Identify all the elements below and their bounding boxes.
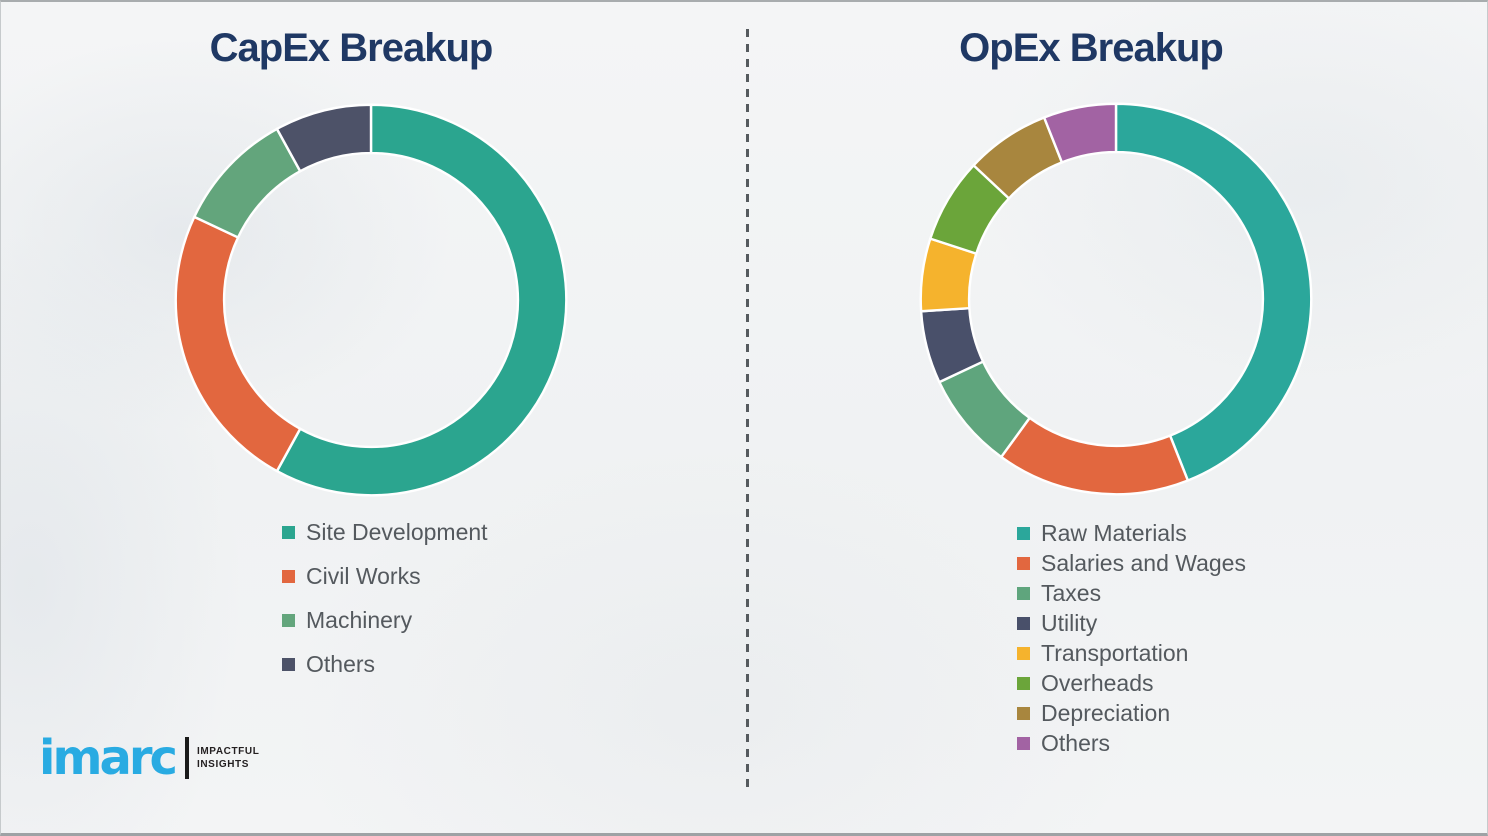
donut-segment-machinery [193,127,302,239]
legend-swatch-icon [1017,646,1030,660]
logo-divider-bar [184,737,189,779]
capex-donut-chart [174,103,568,497]
opex-legend: Raw Materials Salaries and Wages Taxes Util… [1017,518,1246,758]
legend-label: Others [1041,729,1111,756]
logo-tagline: IMPACTFUL INSIGHTS [197,745,259,772]
legend-swatch-icon [282,657,295,671]
legend-item-transportation: Transportation [1017,638,1246,668]
legend-swatch-icon [1017,616,1030,630]
legend-item-utility: Utility [1017,608,1246,638]
tagline-line2: INSIGHTS [196,759,250,770]
donut-segment-raw-materials [1114,102,1313,482]
legend-item-depreciation: Depreciation [1017,698,1246,728]
legend-item-others: Others [1017,728,1246,758]
legend-label: Utility [1041,609,1098,636]
legend-swatch-icon [1017,586,1030,600]
legend-label: Site Development [306,518,488,545]
legend-label: Transportation [1041,639,1189,666]
donut-segment-civil-works [174,215,302,473]
legend-item-salaries-and-wages: Salaries and Wages [1017,548,1246,578]
donut-segment-others [275,103,373,173]
dashed-separator [746,29,749,792]
legend-swatch-icon [1017,706,1030,720]
donut-segment-others [1042,102,1118,164]
legend-label: Raw Materials [1041,519,1187,546]
legend-label: Salaries and Wages [1041,549,1246,576]
legend-swatch-icon [1017,736,1030,750]
legend-label: Taxes [1041,579,1102,606]
legend-item-site-development: Site Development [282,510,488,554]
imarc-logo: imarc IMPACTFUL INSIGHTS [39,734,259,782]
legend-swatch-icon [282,569,295,583]
legend-swatch-icon [282,613,295,627]
legend-label: Others [306,650,376,677]
opex-title: OpEx Breakup [959,26,1224,70]
legend-label: Depreciation [1041,699,1171,726]
legend-label: Machinery [306,606,413,633]
legend-label: Civil Works [306,562,421,589]
tagline-line1: IMPACTFUL [196,745,260,757]
legend-item-machinery: Machinery [282,598,488,642]
legend-label: Overheads [1041,669,1154,696]
legend-item-others: Others [282,642,488,686]
opex-donut-chart [919,102,1313,496]
imarc-logo-text: imarc [39,730,178,786]
donut-segment-salaries-and-wages [1000,416,1190,496]
legend-item-taxes: Taxes [1017,578,1246,608]
legend-swatch-icon [1017,526,1030,540]
legend-item-overheads: Overheads [1017,668,1246,698]
legend-swatch-icon [1017,556,1030,570]
legend-swatch-icon [282,525,295,539]
legend-item-raw-materials: Raw Materials [1017,518,1246,548]
donut-segment-site-development [275,103,568,497]
capex-legend: Site Development Civil Works Machinery Othe… [282,510,488,686]
capex-title: CapEx Breakup [209,26,494,70]
legend-swatch-icon [1017,676,1030,690]
legend-item-civil-works: Civil Works [282,554,488,598]
